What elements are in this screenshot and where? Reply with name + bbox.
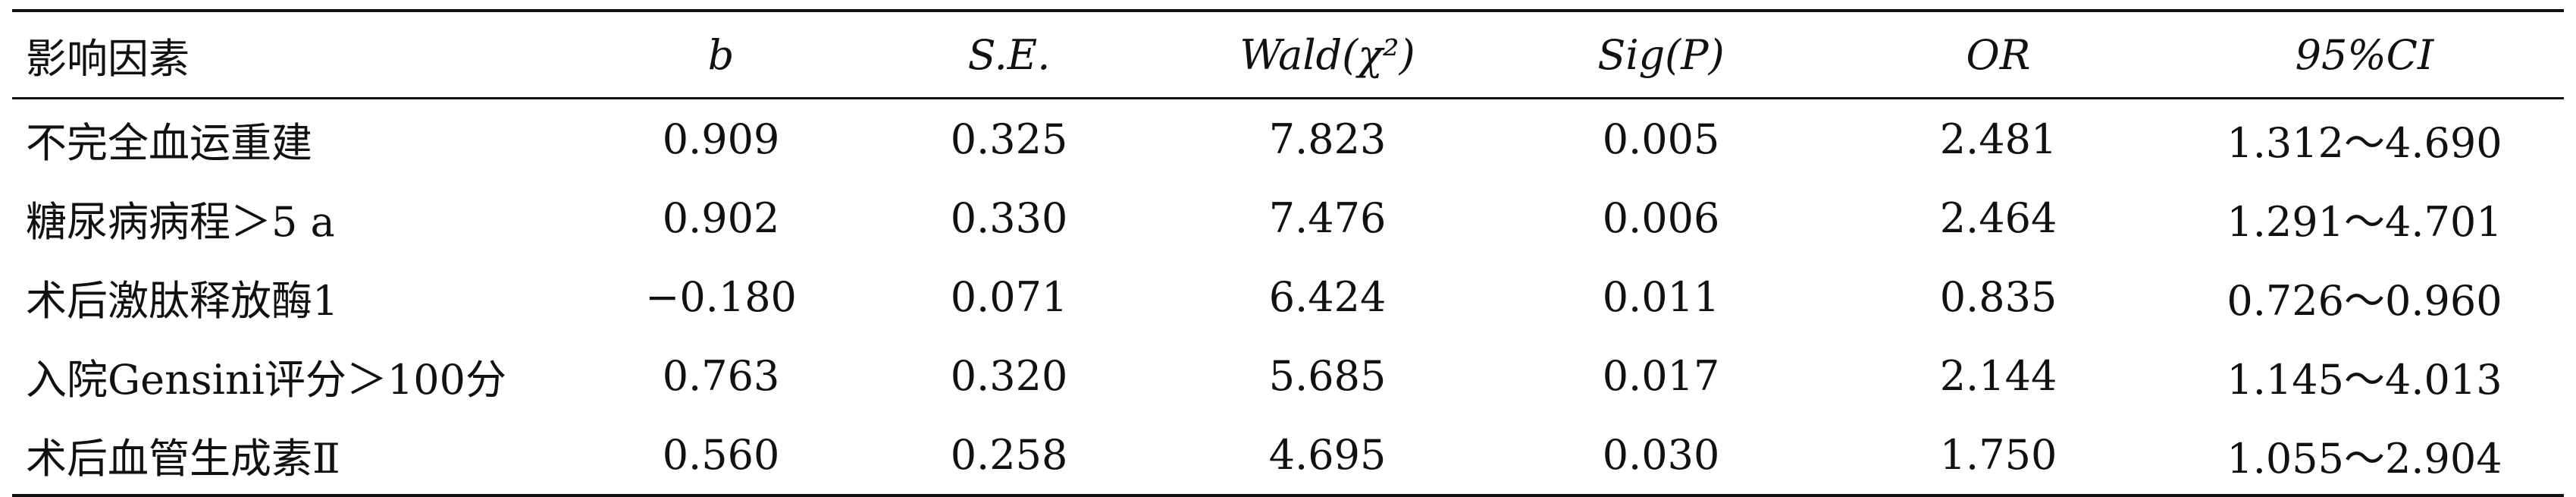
results-table-container: 影响因素 b S.E. Wald(χ²) Sig(P) OR 95%CI 不完全… — [12, 9, 2564, 497]
cell-se: 0.330 — [950, 193, 1068, 242]
cell-b: 0.560 — [662, 430, 780, 479]
cell-wald: 5.685 — [1268, 351, 1387, 400]
cell-b: 0.909 — [662, 115, 780, 163]
cell-factor: 术后血管生成素Ⅱ — [26, 434, 340, 483]
header-se: S.E. — [967, 30, 1051, 79]
logistic-regression-table: 影响因素 b S.E. Wald(χ²) Sig(P) OR 95%CI 不完全… — [12, 9, 2564, 497]
header-wald: Wald(χ²) — [1239, 30, 1415, 79]
cell-factor: 糖尿病病程＞5 a — [26, 197, 335, 246]
cell-se: 0.258 — [950, 430, 1068, 479]
header-b: b — [707, 30, 735, 79]
cell-sig: 0.005 — [1602, 115, 1720, 163]
cell-se: 0.325 — [950, 115, 1068, 163]
cell-sig: 0.006 — [1602, 193, 1720, 242]
table-row: 术后血管生成素Ⅱ 0.560 0.258 4.695 0.030 1.750 1… — [12, 415, 2564, 495]
cell-sig: 0.011 — [1602, 272, 1720, 321]
cell-or: 2.481 — [1939, 115, 2057, 163]
table-row: 糖尿病病程＞5 a 0.902 0.330 7.476 0.006 2.464 … — [12, 178, 2564, 257]
cell-factor: 术后激肽释放酶1 — [26, 276, 339, 325]
cell-b: 0.902 — [662, 193, 780, 242]
cell-sig: 0.030 — [1602, 430, 1720, 479]
header-ci: 95%CI — [2295, 30, 2434, 79]
table-row: 入院Gensini评分＞100分 0.763 0.320 5.685 0.017… — [12, 336, 2564, 415]
cell-ci: 1.145～4.013 — [2227, 355, 2502, 404]
header-or: OR — [1966, 30, 2031, 79]
table-row: 不完全血运重建 0.909 0.325 7.823 0.005 2.481 1.… — [12, 99, 2564, 179]
cell-wald: 6.424 — [1268, 272, 1387, 321]
cell-or: 0.835 — [1939, 272, 2057, 321]
table-row: 术后激肽释放酶1 −0.180 0.071 6.424 0.011 0.835 … — [12, 257, 2564, 336]
cell-sig: 0.017 — [1602, 351, 1720, 400]
cell-wald: 7.823 — [1268, 115, 1387, 163]
cell-ci: 1.291～4.701 — [2227, 197, 2502, 246]
table-body: 不完全血运重建 0.909 0.325 7.823 0.005 2.481 1.… — [12, 99, 2564, 495]
cell-wald: 4.695 — [1268, 430, 1387, 479]
header-factor: 影响因素 — [26, 34, 190, 83]
cell-b: −0.180 — [645, 272, 797, 321]
cell-ci: 1.055～2.904 — [2227, 434, 2502, 483]
cell-or: 1.750 — [1939, 430, 2057, 479]
header-sig: Sig(P) — [1597, 30, 1725, 79]
cell-wald: 7.476 — [1268, 193, 1387, 242]
cell-ci: 1.312～4.690 — [2227, 118, 2502, 167]
cell-se: 0.071 — [950, 272, 1068, 321]
cell-ci: 0.726～0.960 — [2227, 276, 2502, 325]
cell-b: 0.763 — [662, 351, 780, 400]
table-header: 影响因素 b S.E. Wald(χ²) Sig(P) OR 95%CI — [12, 11, 2564, 99]
header-row: 影响因素 b S.E. Wald(χ²) Sig(P) OR 95%CI — [12, 11, 2564, 99]
cell-factor: 入院Gensini评分＞100分 — [26, 355, 506, 404]
cell-or: 2.144 — [1939, 351, 2057, 400]
cell-or: 2.464 — [1939, 193, 2057, 242]
cell-factor: 不完全血运重建 — [26, 118, 312, 167]
cell-se: 0.320 — [950, 351, 1068, 400]
